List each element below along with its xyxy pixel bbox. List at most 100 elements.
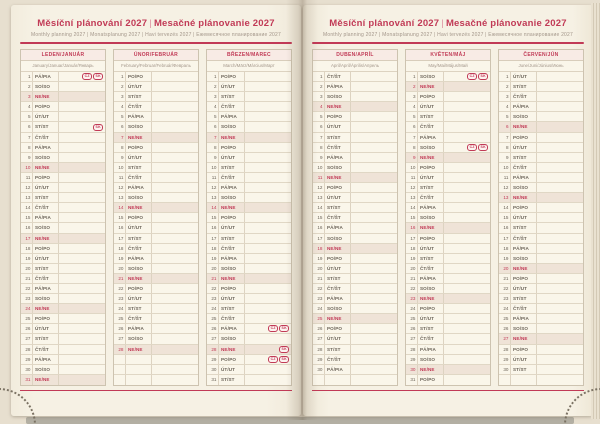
day-row: 1 PO/PO (207, 72, 291, 83)
day-name-cell: PO/PO (126, 142, 152, 152)
notes-cell: CZ SK (444, 72, 490, 81)
day-name-cell: SO/SO (126, 122, 152, 132)
day-name-cell: NE/NE (33, 233, 59, 243)
day-number-cell: 5 (499, 112, 511, 122)
day-number-cell: 28 (406, 344, 418, 354)
notes-cell (444, 133, 490, 142)
day-name-cell: PÁ/PIA (325, 152, 351, 162)
day-number-cell: 11 (313, 172, 325, 183)
title-separator: | (149, 18, 152, 29)
day-row: 13 SO/SO (114, 193, 198, 204)
day-row: 12 ST/ST (406, 183, 490, 194)
day-number-cell: 10 (21, 162, 33, 172)
day-name-cell: ÚT/UT (33, 112, 59, 122)
day-name-cell: ST/ST (511, 223, 537, 233)
cz-holiday-badge-icon: CZ (82, 73, 92, 81)
day-number-cell: 16 (406, 223, 418, 233)
day-name-cell: ST/ST (219, 92, 245, 102)
day-name-cell: PO/PO (219, 283, 245, 294)
notes-cell (351, 345, 397, 354)
day-row: 20 ST/ST (21, 263, 105, 274)
day-name-cell: ÚT/UT (511, 142, 537, 152)
notes-cell (537, 82, 583, 91)
sk-holiday-badge-icon: SK (478, 143, 488, 151)
notes-cell (59, 274, 105, 283)
day-number-cell: 26 (114, 324, 126, 334)
notes-cell (537, 314, 583, 323)
day-row: 17 ST/ST (207, 233, 291, 244)
notes-cell (444, 203, 490, 212)
day-number-cell: 23 (207, 294, 219, 304)
notes-cell (351, 234, 397, 243)
page-title-czech: Měsíční plánování 2027 (329, 18, 440, 29)
day-name-cell: ČT/ŠT (33, 344, 59, 354)
notes-cell (537, 92, 583, 101)
day-number-cell: 3 (114, 92, 126, 102)
day-number-cell: 2 (406, 82, 418, 92)
notes-cell (152, 173, 198, 182)
day-row: 15 PÁ/PIA (21, 213, 105, 224)
notes-cell (537, 294, 583, 303)
day-name-cell: PO/PO (418, 374, 444, 385)
notes-cell (59, 153, 105, 162)
day-row: 3 ST/ST (207, 92, 291, 103)
day-name-cell: NE/NE (511, 334, 537, 344)
day-name-cell: ST/ST (33, 263, 59, 273)
month-subheader: February/Februar/Február/Февраль (114, 61, 198, 72)
day-row: 26 PÁ/PIA (114, 324, 198, 335)
day-row: 15 PO/PO (207, 213, 291, 224)
day-number-cell: 24 (207, 304, 219, 314)
day-name-cell: SO/SO (219, 334, 245, 344)
day-row: 9 SO/SO (21, 152, 105, 163)
day-name-cell: ČT/ŠT (511, 162, 537, 172)
day-row: 14 ST/ST (313, 203, 397, 214)
notes-cell (152, 163, 198, 172)
day-row: 27 SO/SO (114, 334, 198, 345)
day-row: 8 PO/PO (114, 142, 198, 153)
notes-cell (152, 284, 198, 293)
day-name-cell: NE/NE (126, 344, 152, 354)
month-header: BŘEZEN/MAREC (207, 50, 291, 61)
day-name-cell: NE/NE (511, 122, 537, 132)
day-number-cell: 12 (313, 183, 325, 193)
day-name-cell: ÚT/UT (33, 324, 59, 334)
day-name-cell: PO/PO (325, 253, 351, 263)
day-name-cell: SO/SO (325, 92, 351, 102)
day-name-cell: SO/SO (511, 112, 537, 122)
notes-cell (152, 234, 198, 243)
day-number-cell: 28 (21, 344, 33, 354)
notes-cell (59, 163, 105, 172)
day-name-cell (126, 354, 152, 364)
day-number-cell: 7 (207, 132, 219, 142)
notes-cell (537, 183, 583, 192)
notes-cell (537, 133, 583, 142)
notes-cell (152, 92, 198, 101)
day-row: 25 NE/NE (313, 314, 397, 325)
notes-cell (537, 122, 583, 131)
notes-cell (444, 244, 490, 253)
notes-cell (152, 294, 198, 303)
day-number-cell: 13 (21, 193, 33, 203)
day-row: 13 SO/SO (207, 193, 291, 204)
day-number-cell: 1 (499, 72, 511, 82)
day-name-cell: SO/SO (33, 82, 59, 92)
day-number-cell: 5 (21, 112, 33, 122)
day-number-cell: 9 (207, 152, 219, 162)
notes-cell (444, 254, 490, 263)
day-row: 28 ČT/ŠT (21, 344, 105, 355)
day-name-cell: PÁ/PIA (33, 354, 59, 364)
day-number-cell: 31 (21, 374, 33, 385)
day-row: 16 ST/ST (499, 223, 583, 234)
day-name-cell: ST/ST (418, 112, 444, 122)
notes-cell (152, 264, 198, 273)
day-row: 10 NE/NE (21, 162, 105, 173)
day-name-cell: NE/NE (219, 132, 245, 142)
day-name-cell: SO/SO (325, 162, 351, 172)
title-separator: | (441, 18, 444, 29)
notes-cell (351, 254, 397, 263)
day-name-cell: PO/PO (219, 142, 245, 152)
day-number-cell: 14 (114, 203, 126, 213)
day-row: 16 SO/SO (21, 223, 105, 234)
day-number-cell: 15 (114, 213, 126, 223)
notes-cell (351, 334, 397, 343)
